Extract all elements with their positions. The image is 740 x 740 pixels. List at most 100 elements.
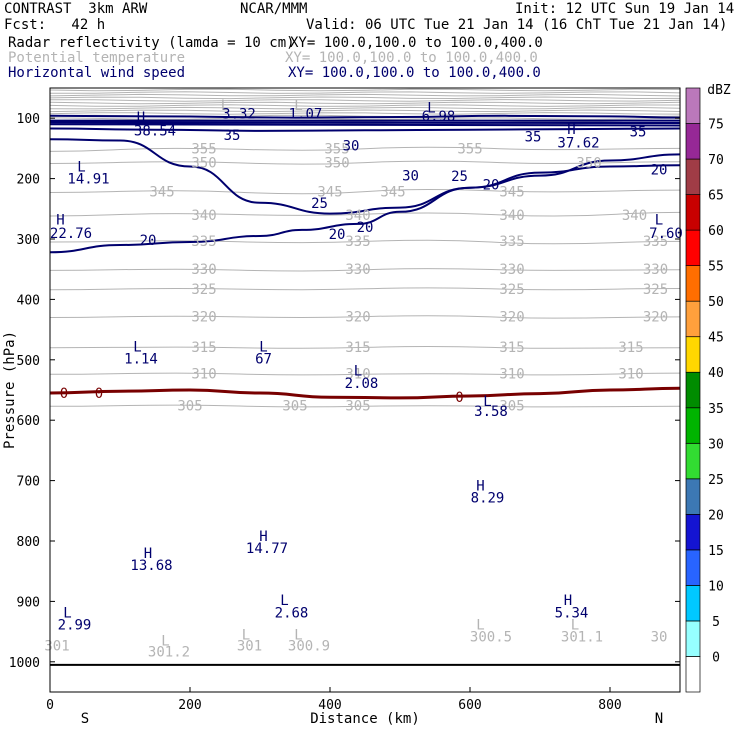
theta-label: 340 [622, 208, 647, 224]
theta-contour-350 [49, 160, 681, 165]
theta-contour-320 [49, 315, 681, 319]
x-tick-label: 0 [46, 698, 54, 713]
colorbar-level: 30 [708, 437, 724, 452]
y-tick-label: 300 [17, 233, 40, 248]
contour-extremum-label: 25 [311, 196, 328, 212]
theta-label: 325 [643, 282, 668, 298]
contour-extremum-label: 20 [357, 220, 374, 236]
contour-extremum-label: 2.08 [345, 376, 379, 392]
contour-extremum-label: 7.60 [649, 226, 683, 242]
theta-contour-335 [49, 239, 681, 245]
colorbar-level: 15 [708, 544, 724, 559]
contour-extremum-label: H [567, 122, 575, 138]
contour-extremum-label: 35 [630, 124, 647, 140]
contour-extremum-label: H [144, 546, 152, 562]
theta-label: 355 [324, 141, 349, 157]
reflectivity-zero-contour [49, 386, 681, 400]
colorbar-swatch [685, 265, 701, 302]
theta-label: 340 [191, 208, 216, 224]
colorbar-level: 0 [712, 650, 720, 665]
theta-label: 305 [499, 399, 524, 415]
colorbar-swatch [685, 656, 701, 693]
contour-extremum-label: L [294, 98, 302, 114]
theta-label: 305 [345, 399, 370, 415]
colorbar-swatch [685, 514, 701, 551]
theta-label: 355 [191, 141, 216, 157]
theta-label: 305 [282, 399, 307, 415]
wind-contour-35 [49, 114, 681, 119]
contour-extremum-label: 25 [451, 169, 468, 185]
plot-frame [49, 87, 681, 693]
contour-extremum-label: 301 [44, 638, 69, 654]
org-label: NCAR/MMM [240, 1, 308, 17]
theta-label: 310 [191, 367, 216, 383]
contour-extremum-label: 35 [525, 129, 542, 145]
contour-extremum-label: 14.91 [67, 172, 109, 188]
theta-label: 320 [191, 309, 216, 325]
contour-extremum-label: 300.5 [470, 629, 512, 645]
x-tick-label: 600 [458, 698, 481, 713]
y-tick-label: 700 [17, 475, 40, 490]
colorbar-swatch [685, 87, 701, 124]
stratosphere-theta-line [49, 96, 681, 100]
stratosphere-theta-line [49, 104, 680, 107]
field-reflectivity-name: Radar reflectivity (lamda = 10 cm) [8, 35, 295, 51]
stratosphere-theta-line [49, 117, 681, 120]
contour-extremum-label: 3.58 [474, 404, 508, 420]
contour-extremum-label: 8.29 [471, 491, 505, 507]
colorbar: 0 5 10 15 20 25 30 35 40 45 50 55 60 65 70 75 dBZ [685, 83, 731, 693]
colorbar-level: 25 [708, 473, 724, 488]
contour-extremum-label: L [294, 628, 302, 644]
contour-extremum-label: 67 [255, 352, 272, 368]
y-axis-label: Pressure (hPa) [2, 331, 18, 449]
theta-label: 345 [317, 184, 342, 200]
colorbar-level: 10 [708, 579, 724, 594]
contour-extremum-label: 30 [651, 629, 668, 645]
y-tick-label: 900 [17, 595, 40, 610]
theta-label: 315 [499, 340, 524, 356]
colorbar-level: 55 [708, 260, 724, 275]
colorbar-level: 45 [708, 331, 724, 346]
contour-extremum-label: L [483, 394, 491, 410]
valid-time: Valid: 06 UTC Tue 21 Jan 14 (16 ChT Tue … [306, 17, 728, 33]
contour-extremum-label: 35 [224, 128, 241, 144]
contour-extremum-label: 0 [60, 386, 68, 402]
contour-extremum-label: L [655, 213, 663, 229]
theta-label: 330 [345, 262, 370, 278]
y-tick-label: 200 [17, 173, 40, 188]
north-label: N [655, 711, 663, 727]
y-tick-label: 800 [17, 535, 40, 550]
theta-label: 345 [149, 184, 174, 200]
y-tick-label: 1000 [9, 656, 40, 671]
contour-extremum-label: L [427, 100, 435, 116]
contour-extremum-label: L [161, 634, 169, 650]
theta-label: 345 [380, 184, 405, 200]
x-tick-label: 200 [178, 698, 201, 713]
wind-contour-20 [49, 164, 681, 254]
stratosphere-theta-line [49, 112, 681, 115]
stratosphere-theta-line [49, 91, 681, 94]
contour-extremum-label: 30 [402, 169, 419, 185]
contour-extremum-label: 20 [483, 178, 500, 194]
x-axis-label: Distance (km) [310, 711, 420, 727]
field-wind-name: Horizontal wind speed [8, 65, 186, 81]
colorbar-swatch [685, 194, 701, 231]
contour-extremum-label: 6.98 [422, 109, 456, 125]
contour-extremum-label: H [476, 478, 484, 494]
south-label: S [81, 711, 89, 727]
theta-label: 310 [618, 367, 643, 383]
theta-contour-330 [49, 268, 681, 272]
contour-extremum-label: 3.32 [222, 106, 256, 122]
colorbar-swatch [685, 158, 701, 195]
theta-label: 340 [499, 208, 524, 224]
theta-contour-340 [49, 211, 681, 217]
colorbar-swatch [685, 300, 701, 338]
contour-extremum-label: L [221, 98, 229, 114]
contour-extremum-label: 13.68 [130, 558, 172, 574]
colorbar-swatch [685, 585, 701, 622]
contour-extremum-label: L [77, 160, 85, 176]
stratosphere-theta-line [49, 101, 681, 105]
colorbar-swatch [685, 123, 701, 160]
contour-extremum-label: H [56, 213, 64, 229]
contour-extremum-label: L [259, 340, 267, 356]
